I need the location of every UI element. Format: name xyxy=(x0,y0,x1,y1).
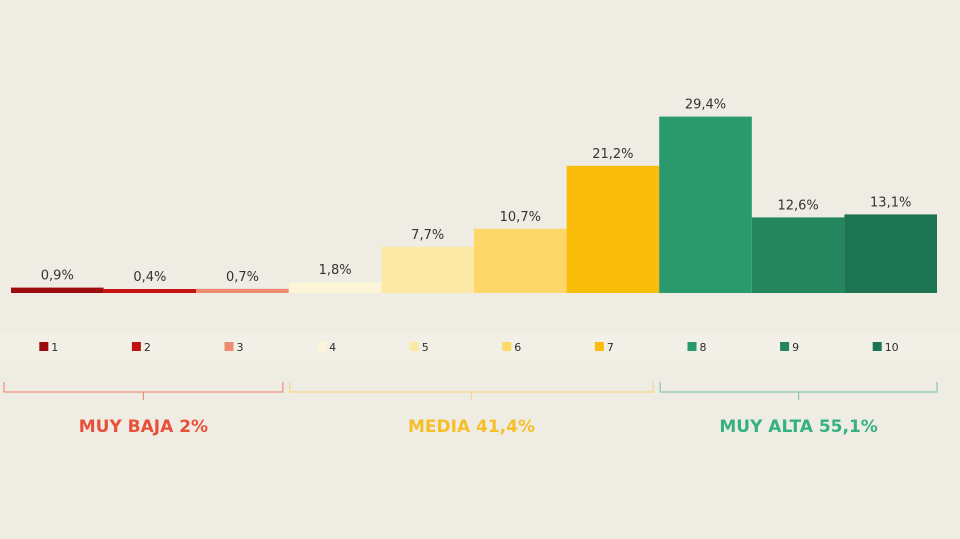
legend-label-5: 5 xyxy=(422,341,429,354)
legend-swatch-1 xyxy=(39,342,49,351)
legend-swatch-3 xyxy=(224,342,234,351)
bar-10 xyxy=(844,214,937,293)
bar-3 xyxy=(196,288,289,293)
value-label-2: 0,4% xyxy=(133,270,166,285)
legend-label-2: 2 xyxy=(144,341,151,354)
group-bracket-1 xyxy=(3,382,284,400)
bar-6 xyxy=(474,228,567,293)
bar-2 xyxy=(103,289,197,293)
legend-swatch-8 xyxy=(687,342,697,351)
bars-layer xyxy=(11,116,937,293)
group-bracket-2 xyxy=(289,382,654,400)
legend-swatch-4 xyxy=(317,342,327,351)
group-label-2: MEDIA 41,4% xyxy=(408,417,535,437)
group-bracket-3 xyxy=(659,382,938,400)
value-label-7: 21,2% xyxy=(592,147,633,162)
legend-swatch-5 xyxy=(409,342,419,351)
legend-swatch-6 xyxy=(502,342,512,351)
legend-strip xyxy=(0,333,960,361)
bar-9 xyxy=(751,217,845,293)
group-label-3: MUY ALTA 55,1% xyxy=(719,417,877,437)
legend-label-6: 6 xyxy=(514,341,521,354)
bar-1 xyxy=(11,287,104,293)
value-label-8: 29,4% xyxy=(685,98,726,113)
value-label-9: 12,6% xyxy=(777,198,818,213)
legend-swatch-2 xyxy=(131,342,141,351)
group-label-1: MUY BAJA 2% xyxy=(79,417,208,437)
value-label-10: 13,1% xyxy=(870,195,911,210)
group-brackets: MUY BAJA 2% MEDIA 41,4% MUY ALTA 55,1% xyxy=(3,382,938,437)
legend-label-1: 1 xyxy=(51,341,58,354)
value-label-5: 7,7% xyxy=(411,228,444,243)
bar-5 xyxy=(381,246,474,293)
bar-4 xyxy=(288,282,382,293)
legend-label-3: 3 xyxy=(237,341,244,354)
legend-label-10: 10 xyxy=(885,341,899,354)
legend-swatch-9 xyxy=(780,342,790,351)
legend-label-4: 4 xyxy=(329,341,336,354)
legend: 1 2 3 4 5 6 7 8 9 10 xyxy=(39,341,899,354)
legend-label-7: 7 xyxy=(607,341,614,354)
legend-label-8: 8 xyxy=(700,341,707,354)
value-label-6: 10,7% xyxy=(500,210,541,225)
legend-swatch-10 xyxy=(872,342,882,351)
legend-label-9: 9 xyxy=(792,341,799,354)
value-labels-layer: 0,9% 0,4% 0,7% 1,8% 7,7% 10,7% 21,2% 29,4% 12,6%… xyxy=(41,98,912,285)
value-label-1: 0,9% xyxy=(41,269,74,284)
legend-swatch-7 xyxy=(594,342,604,351)
value-label-4: 1,8% xyxy=(319,263,352,278)
bar-8 xyxy=(659,116,752,293)
value-label-3: 0,7% xyxy=(226,270,259,285)
bar-7 xyxy=(566,165,660,293)
